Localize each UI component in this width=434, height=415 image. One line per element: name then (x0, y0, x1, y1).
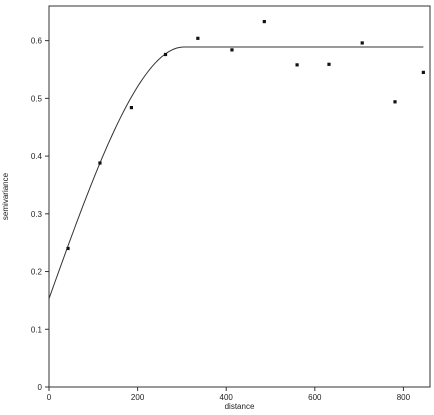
fitted-model-curve (48, 46, 424, 299)
x-tick-label: 200 (131, 393, 145, 402)
x-tick-label: 0 (47, 393, 52, 402)
data-point (196, 36, 200, 40)
y-tick-label: 0 (38, 383, 43, 392)
y-tick-label: 0.6 (31, 37, 43, 46)
data-point (66, 246, 70, 251)
x-tick-label: 600 (308, 393, 322, 402)
data-point (163, 52, 168, 57)
data-point (327, 62, 331, 66)
y-tick-label: 0.3 (31, 210, 43, 219)
y-tick-label: 0.2 (31, 268, 43, 277)
y-axis-label: semivariance (1, 172, 10, 220)
y-axis-ticks: 0 0.1 0.2 0.3 0.4 0.5 0.6 (31, 37, 49, 392)
data-point (360, 41, 364, 45)
data-point (393, 100, 397, 104)
data-point (98, 161, 102, 165)
data-point (129, 106, 134, 110)
x-axis-label: distance (225, 402, 255, 410)
data-point (230, 48, 234, 52)
x-tick-label: 400 (220, 393, 234, 402)
y-tick-label: 0.1 (31, 325, 43, 334)
data-point (295, 63, 299, 67)
y-tick-label: 0.4 (31, 152, 43, 161)
data-point (262, 19, 266, 24)
plot-frame (48, 5, 431, 388)
y-tick-label: 0.5 (31, 94, 43, 103)
x-tick-label: 800 (397, 393, 411, 402)
data-points (66, 19, 425, 251)
x-axis-ticks: 0 200 400 600 800 (47, 387, 411, 402)
data-point (421, 70, 425, 74)
